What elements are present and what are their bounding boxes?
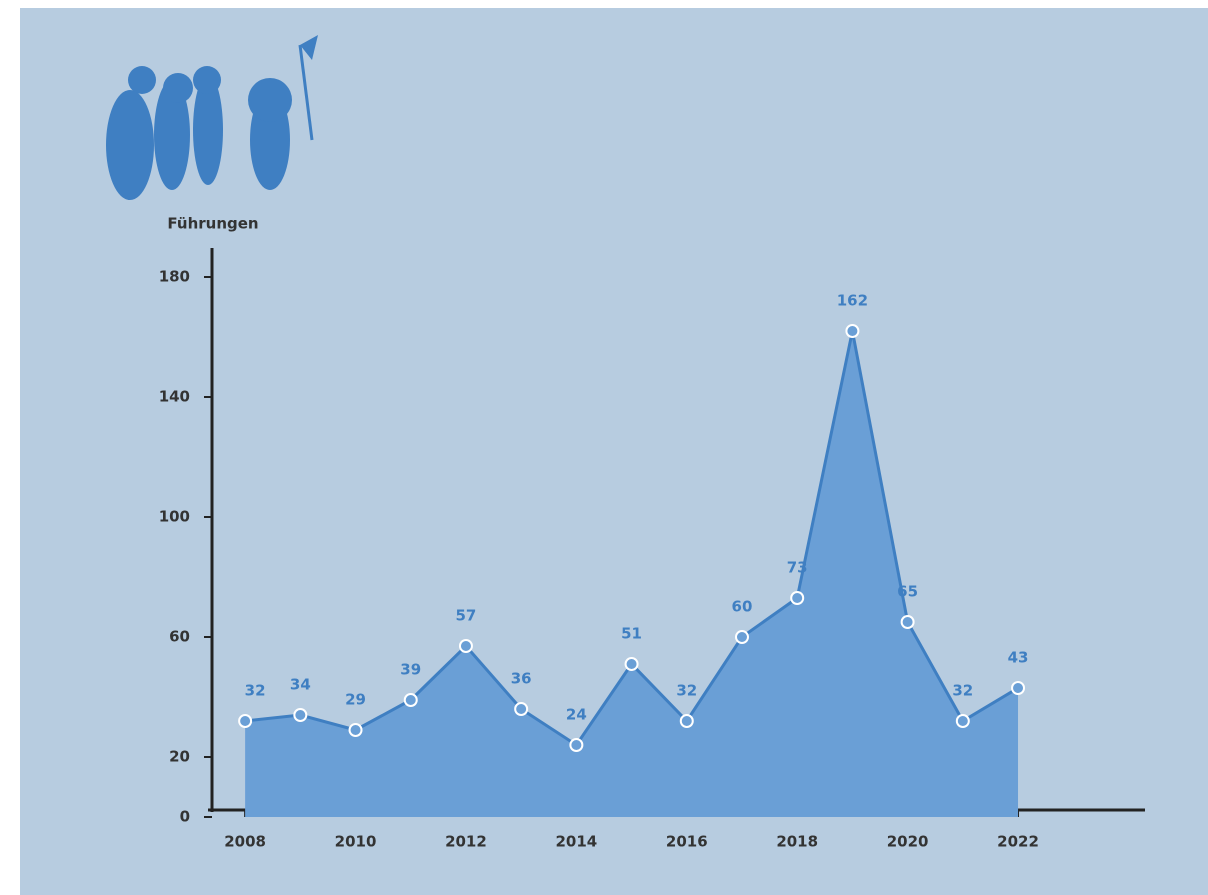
value-label: 32 <box>245 682 266 700</box>
y-tick-label: 0 <box>180 808 190 826</box>
point <box>293 708 308 722</box>
point <box>845 324 860 338</box>
value-label: 60 <box>732 598 753 616</box>
value-label: 29 <box>345 691 366 709</box>
value-label: 65 <box>897 583 918 601</box>
point <box>900 615 915 629</box>
y-tick-label: 140 <box>159 388 190 406</box>
value-label: 34 <box>290 676 311 694</box>
x-tick-label: 2008 <box>224 833 266 851</box>
value-label: 24 <box>566 706 587 724</box>
point <box>348 723 363 737</box>
point <box>458 639 473 653</box>
value-label: 51 <box>621 625 642 643</box>
point <box>403 693 418 707</box>
value-label: 43 <box>1008 649 1029 667</box>
value-label: 39 <box>400 661 421 679</box>
point <box>790 591 805 605</box>
area <box>245 331 1019 817</box>
point <box>624 657 639 671</box>
x-tick-label: 2020 <box>887 833 929 851</box>
point <box>734 630 749 644</box>
value-label: 162 <box>837 292 868 310</box>
logo <box>106 35 318 200</box>
point <box>955 714 970 728</box>
value-label: 36 <box>511 670 532 688</box>
chart-title: Führungen <box>167 215 258 233</box>
point <box>569 738 584 752</box>
y-tick-label: 100 <box>159 508 190 526</box>
x-tick-label: 2010 <box>335 833 377 851</box>
point <box>1011 681 1026 695</box>
value-label: 32 <box>952 682 973 700</box>
point <box>238 714 253 728</box>
point <box>514 702 529 716</box>
y-tick-label: 60 <box>169 628 190 646</box>
y-tick-label: 180 <box>159 268 190 286</box>
y-tick-label: 20 <box>169 748 190 766</box>
x-tick-label: 2012 <box>445 833 487 851</box>
x-tick-label: 2016 <box>666 833 708 851</box>
value-label: 73 <box>787 559 808 577</box>
value-label: 32 <box>676 682 697 700</box>
value-label: 57 <box>456 607 477 625</box>
x-tick-label: 2022 <box>997 833 1039 851</box>
x-tick-label: 2018 <box>776 833 818 851</box>
x-tick-label: 2014 <box>555 833 597 851</box>
point <box>679 714 694 728</box>
